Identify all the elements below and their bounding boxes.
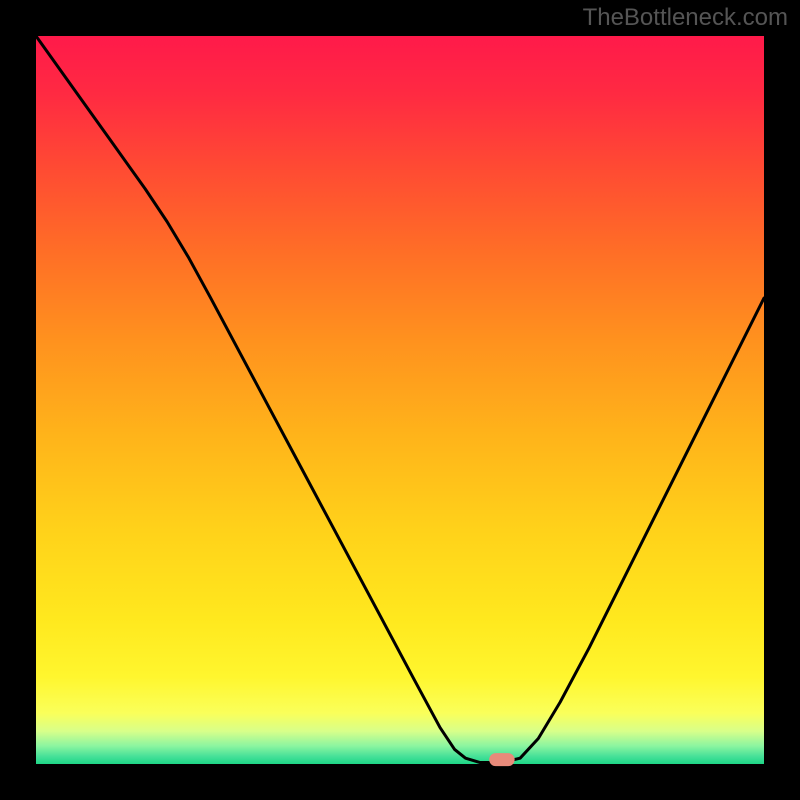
watermark-text: TheBottleneck.com xyxy=(583,4,788,32)
bottleneck-curve-chart xyxy=(0,0,800,800)
chart-container: { "watermark": { "text": "TheBottleneck.… xyxy=(0,0,800,800)
optimal-point-marker xyxy=(489,753,514,766)
